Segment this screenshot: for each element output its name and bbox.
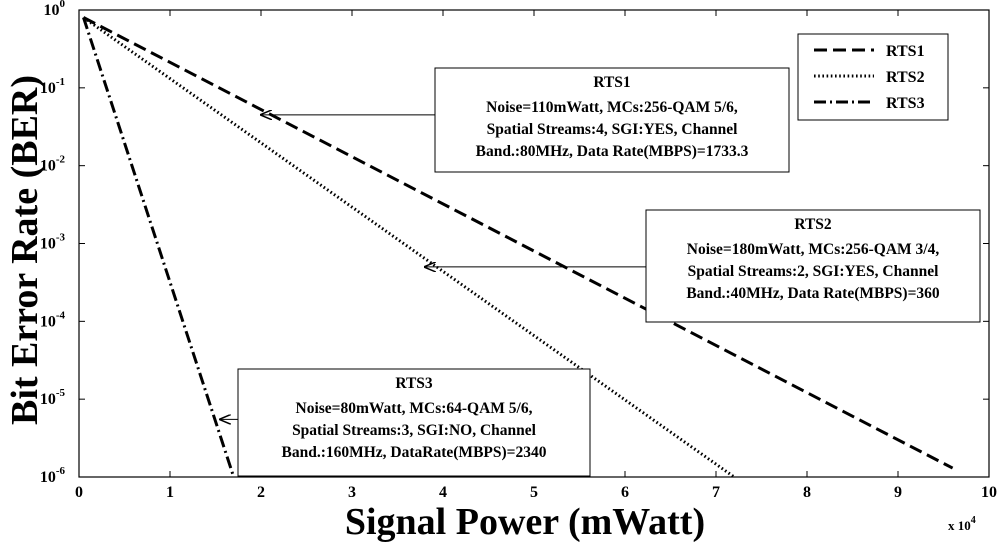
x-multiplier-exponent: 4 [971,515,976,526]
y-tick-exponent: -1 [56,76,65,88]
y-tick-base: 10 [40,80,56,97]
x-tick-label: 4 [439,484,447,501]
y-tick-base: 10 [40,391,56,408]
y-tick-label: 10-1 [40,76,65,97]
y-tick-base: 10 [40,313,56,330]
x-tick-label: 9 [894,484,902,501]
legend-label-rts2: RTS2 [886,69,925,86]
y-tick-exponent: -3 [56,232,66,244]
y-tick-base: 10 [44,2,60,19]
y-tick-label: 10-2 [40,154,66,175]
x-tick-label: 0 [75,484,83,501]
annotation-line: Spatial Streams:4, SGI:YES, Channel [487,121,738,138]
x-tick-label: 10 [981,484,997,501]
x-tick-label: 7 [712,484,720,501]
annotation-box [237,368,591,477]
y-tick-base: 10 [40,469,56,486]
y-tick-exponent: -5 [56,387,66,399]
y-tick-base: 10 [40,158,56,175]
annotation-title: RTS3 [395,375,433,392]
annotation-line: Noise=110mWatt, MCs:256-QAM 5/6, [486,99,738,116]
annotation-line: Noise=180mWatt, MCs:256-QAM 3/4, [687,241,940,258]
y-tick-exponent: -6 [56,465,66,477]
legend: RTS1 RTS2 RTS3 [797,33,949,121]
x-tick-label: 5 [530,484,538,501]
annotation-line: Band.:80MHz, Data Rate(MBPS)=1733.3 [476,143,749,160]
annotation-rts3: RTS3 Noise=80mWatt, MCs:64-QAM 5/6, Spatia… [220,368,591,477]
series-line-rts3 [82,17,236,478]
y-tick-label: 10-5 [40,387,66,408]
annotation-box [434,67,790,173]
x-multiplier-base: x 10 [948,518,971,533]
legend-label-rts1: RTS1 [886,43,925,60]
x-tick-label: 8 [803,484,811,501]
series-line-rts1 [82,16,954,470]
series-line-rts2 [82,16,736,479]
annotation-box [645,209,981,323]
x-tick-label: 3 [348,484,356,501]
y-tick-label: 10-6 [40,465,66,486]
annotation-line: Band.:160MHz, DataRate(MBPS)=2340 [282,444,547,461]
annotation-line: Spatial Streams:3, SGI:NO, Channel [292,422,537,439]
x-tick-label: 1 [166,484,174,501]
y-tick-base: 10 [40,236,56,253]
annotation-title: RTS2 [794,216,832,233]
annotation-line: Spatial Streams:2, SGI:YES, Channel [688,263,939,280]
x-tick-label: 6 [621,484,629,501]
x-axis-title: Signal Power (mWatt) [345,501,705,543]
annotation-line: Band.:40MHz, Data Rate(MBPS)=360 [686,285,940,302]
annotation-line: Noise=80mWatt, MCs:64-QAM 5/6, [296,400,533,417]
annotation-rts1: RTS1 Noise=110mWatt, MCs:256-QAM 5/6, Spat… [261,67,790,173]
annotation-rts2: RTS2 Noise=180mWatt, MCs:256-QAM 3/4, Spat… [425,209,981,323]
x-multiplier-label: x 104 [948,515,976,533]
y-tick-exponent: 0 [60,0,66,10]
x-tick-label: 2 [257,484,265,501]
y-axis-title: Bit Error Rate (BER) [4,75,46,425]
y-tick-exponent: -4 [56,309,66,321]
y-tick-label: 10-4 [40,309,66,330]
y-tick-exponent: -2 [56,154,66,166]
legend-label-rts3: RTS3 [886,95,925,112]
y-tick-label: 100 [44,0,66,19]
y-tick-label: 10-3 [40,232,66,253]
annotation-title: RTS1 [593,74,630,91]
